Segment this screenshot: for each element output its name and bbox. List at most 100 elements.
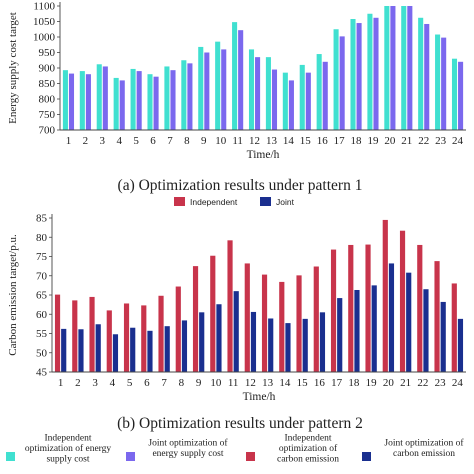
chart-1-xtick-label: 8: [179, 377, 185, 389]
chart-1-bar-independent: [192, 266, 199, 372]
chart-1-xtick-label: 16: [314, 377, 326, 389]
legend-b-swatch-independent: [174, 197, 185, 206]
chart-1-bar-joint: [406, 272, 412, 372]
chart-0-xtick-label: 8: [184, 135, 190, 147]
chart-1-xtick-label: 13: [262, 377, 274, 389]
chart-1-xtick-label: 24: [452, 377, 464, 389]
chart-1-bar-joint: [354, 289, 360, 372]
bottom-legend-label: Independent: [45, 433, 92, 443]
bottom-legend-swatch: [126, 452, 135, 461]
chart-0-ytick-label: 750: [39, 109, 56, 121]
chart-1-xtick-label: 21: [400, 377, 411, 389]
chart-0-xtick-label: 14: [283, 135, 295, 147]
bottom-legend-swatch: [6, 452, 15, 461]
chart-0-bar-joint: [458, 61, 464, 130]
chart-0-xtick-label: 5: [133, 135, 139, 147]
chart-0-bar-independent: [299, 64, 305, 130]
chart-0-xtick-label: 18: [351, 135, 363, 147]
chart-0-bar-joint: [288, 80, 294, 130]
chart-0-bar-joint: [136, 71, 142, 130]
chart-0-bar-joint: [390, 6, 396, 130]
chart-0-bar-independent: [79, 71, 85, 130]
chart-0-xtick-label: 4: [116, 135, 122, 147]
chart-1-bar-joint: [388, 263, 395, 372]
chart-1-bar-independent: [382, 219, 388, 372]
chart-1-bar-joint: [457, 318, 464, 372]
chart-1-xtick-label: 12: [245, 377, 256, 389]
chart-1-bar-independent: [451, 283, 457, 372]
chart-1-bar-independent: [417, 244, 423, 372]
chart-1-ytick-label: 75: [36, 251, 48, 263]
chart-1-bar-joint: [268, 318, 274, 372]
chart-0-xtick-label: 7: [167, 135, 173, 147]
chart-1-bar-independent: [296, 275, 302, 372]
chart-0-bar-independent: [401, 6, 407, 130]
chart-1-bar-joint: [181, 320, 188, 372]
chart-1-xtick-label: 14: [279, 377, 291, 389]
chart-1-bar-independent: [158, 295, 164, 372]
chart-0-bar-joint: [102, 66, 108, 130]
chart-0-xtick-label: 20: [384, 135, 396, 147]
chart-0-bar-independent: [198, 46, 204, 130]
chart-1-xtick-label: 7: [161, 377, 167, 389]
chart-1-xtick-label: 19: [366, 377, 378, 389]
chart-0-xtick-label: 16: [317, 135, 329, 147]
chart-1-bar-joint: [216, 304, 222, 372]
chart-1-bar-independent: [244, 263, 250, 372]
legend-b-label-joint: Joint: [276, 197, 295, 207]
chart-1-bar-joint: [337, 298, 343, 372]
chart-1-ytick-label: 60: [36, 309, 48, 321]
chart-0-xtick-label: 10: [215, 135, 227, 147]
chart-1-xtick-label: 4: [110, 377, 116, 389]
chart-0-bar-joint: [255, 57, 261, 130]
chart-1-bar-joint: [319, 312, 326, 372]
chart-1-bar-independent: [141, 305, 147, 372]
chart-0-xtick-label: 13: [266, 135, 278, 147]
chart-0-bar-independent: [451, 58, 458, 131]
chart-1-xtick-label: 22: [417, 377, 428, 389]
chart-0-bar-joint: [221, 49, 227, 130]
chart-0-ytick-label: 950: [39, 47, 56, 59]
chart-1-ytick-label: 85: [36, 213, 48, 225]
chart-0-bar-independent: [130, 68, 136, 130]
legend-b-label-independent: Independent: [190, 197, 238, 207]
chart-0-xtick-label: 24: [452, 135, 464, 147]
chart-0-xtick-label: 6: [150, 135, 156, 147]
chart-1-bar-independent: [261, 274, 268, 372]
chart-0-xtick-label: 21: [401, 135, 412, 147]
chart-0-bar-independent: [62, 70, 68, 130]
chart-0-bar-joint: [322, 61, 328, 130]
chart-0-xtick-label: 17: [334, 135, 346, 147]
chart-0-bar-joint: [373, 17, 379, 131]
chart-1-ytick-label: 50: [36, 347, 48, 359]
chart-1-bar-independent: [330, 249, 337, 372]
bottom-legend-label: carbon emission: [277, 454, 339, 464]
chart-1-bar-independent: [89, 296, 95, 372]
chart-0-ytick-label: 700: [39, 125, 56, 137]
chart-0-bar-joint: [170, 70, 176, 130]
chart-1-ytick-label: 80: [36, 232, 48, 244]
chart-a-caption: (a) Optimization results under pattern 1: [118, 177, 363, 194]
chart-1-bar-joint: [371, 285, 377, 372]
chart-0-ytick-label: 1000: [33, 32, 56, 44]
chart-0-bar-joint: [153, 76, 159, 130]
chart-0-bar-independent: [113, 77, 119, 130]
chart-1-bar-joint: [112, 334, 119, 372]
chart-0-bar-independent: [232, 22, 238, 130]
bottom-legend-label: optimization of: [279, 443, 338, 454]
chart-1-bar-joint: [130, 327, 136, 372]
chart-0-xtick-label: 19: [367, 135, 379, 147]
chart-1-bar-independent: [399, 230, 406, 372]
chart-0-bar-independent: [96, 64, 102, 130]
chart-1-bar-independent: [279, 281, 285, 372]
chart-1-xtick-label: 5: [127, 377, 133, 389]
bottom-legend-label: supply cost: [46, 454, 89, 464]
chart-0-bar-joint: [339, 36, 345, 130]
chart-0-bar-independent: [265, 57, 271, 130]
chart-1-bar-independent: [123, 303, 130, 372]
chart-0-xtick-label: 3: [100, 135, 106, 147]
chart-1-bar-independent: [54, 294, 61, 372]
chart-1-xtick-label: 18: [348, 377, 360, 389]
chart-0-bar-independent: [350, 19, 356, 130]
